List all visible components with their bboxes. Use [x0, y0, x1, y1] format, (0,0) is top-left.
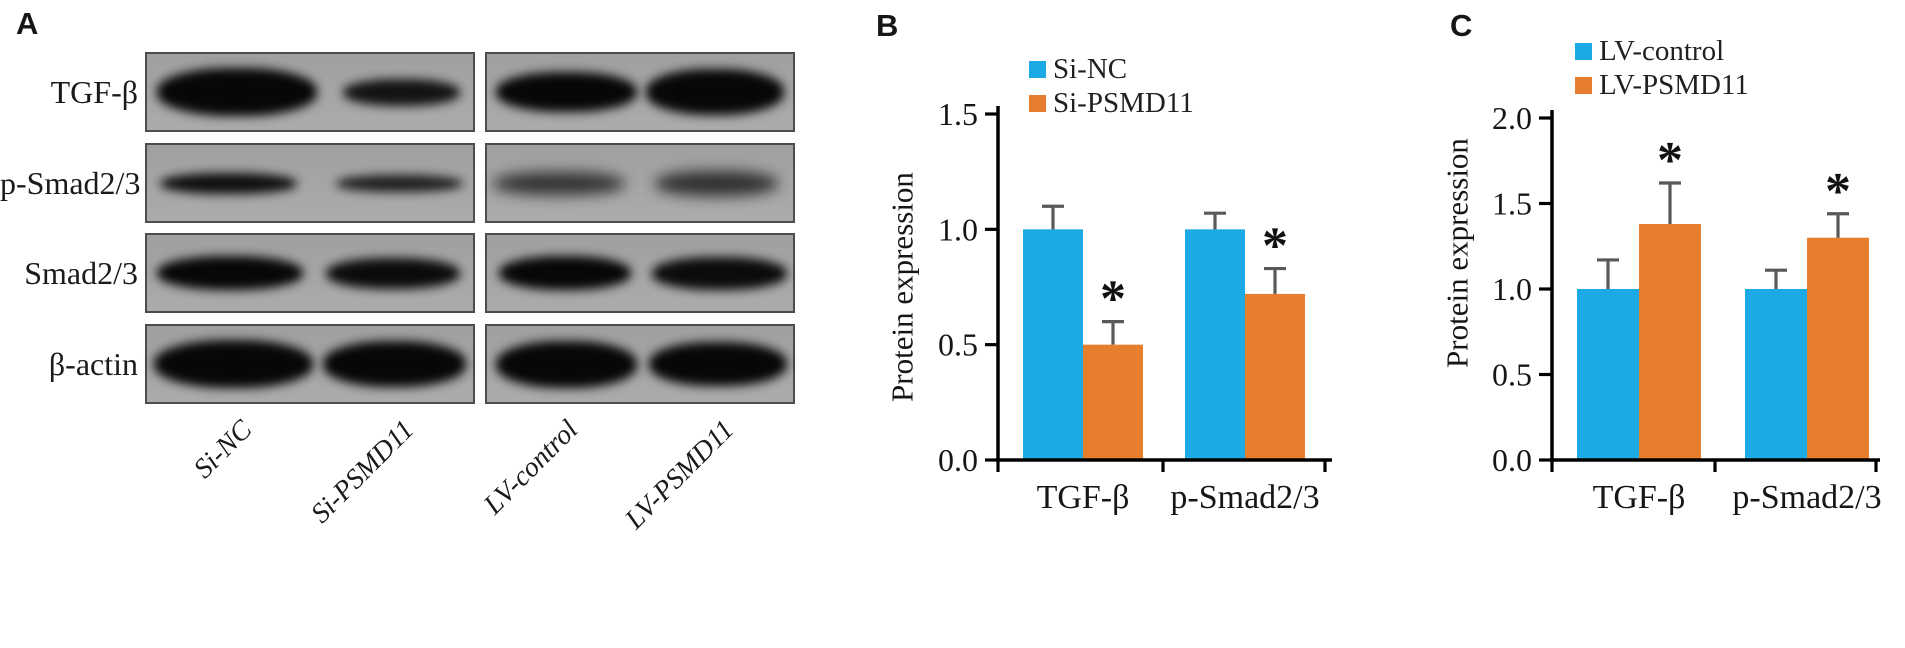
y-axis-title-c: Protein expression — [1439, 138, 1475, 368]
bar-Si-NC-p-Smad2/3 — [1185, 229, 1245, 460]
error-bar-LV-PSMD11-p-Smad2/3 — [1827, 212, 1849, 238]
legend-label-lv-control: LV-control — [1599, 35, 1725, 67]
y-tick-label: 1.5 — [1492, 186, 1532, 222]
panel-a-label: A — [16, 6, 39, 41]
blot-band — [646, 69, 784, 115]
blot-box — [145, 324, 475, 404]
significance-asterisk: * — [1825, 163, 1851, 220]
blot-band — [336, 174, 464, 192]
legend-label-si-psmd11: Si-PSMD11 — [1053, 87, 1194, 119]
blot-box — [145, 233, 475, 313]
western-blot-panel: TGF-β p-Smad2/3 Smad2/3 β-actin Si-NC Si-PSMD… — [0, 0, 850, 556]
bar-LV-control-TGF-β — [1577, 289, 1639, 460]
y-axis-title-b: Protein expression — [884, 172, 920, 402]
blot-band — [342, 78, 460, 106]
blot-band — [655, 170, 778, 196]
legend-item: Si-PSMD11 — [1029, 88, 1194, 119]
blot-box — [485, 324, 795, 404]
bar-Si-PSMD11-p-Smad2/3 — [1245, 293, 1305, 460]
error-bar-Si-NC-TGF-β — [1042, 204, 1064, 230]
blot-band — [496, 340, 637, 388]
legend-panel-b: Si-NC Si-PSMD11 — [1029, 54, 1194, 119]
error-bar-LV-control-TGF-β — [1597, 258, 1619, 289]
blot-box — [485, 233, 795, 313]
y-tick-label: 1.5 — [938, 96, 978, 132]
legend-item: LV-control — [1575, 36, 1749, 67]
y-tick-label: 1.0 — [1492, 271, 1532, 307]
blot-row-label: Smad2/3 — [24, 255, 138, 291]
error-bar-LV-PSMD11-TGF-β — [1659, 181, 1681, 225]
blot-row-label: β-actin — [48, 346, 138, 382]
blot-band — [326, 257, 460, 289]
y-tick-label: 2.0 — [1492, 100, 1532, 136]
legend-item: LV-PSMD11 — [1575, 70, 1749, 101]
legend-swatch-si-nc — [1029, 61, 1046, 78]
blot-band — [323, 341, 467, 387]
blot-band — [153, 340, 314, 388]
category-label: TGF-β — [1593, 479, 1686, 516]
blot-band — [156, 256, 304, 290]
blot-row-label: p-Smad2/3 — [0, 165, 141, 201]
blot-band — [156, 68, 317, 116]
blot-box — [485, 143, 795, 223]
significance-asterisk: * — [1262, 218, 1288, 275]
panel-b-label: B — [876, 8, 899, 43]
significance-asterisk: * — [1100, 271, 1126, 328]
category-label: TGF-β — [1037, 479, 1130, 516]
legend-item: Si-NC — [1029, 54, 1194, 85]
category-label: p-Smad2/3 — [1170, 479, 1319, 516]
y-tick-label: 0.5 — [1492, 357, 1532, 393]
blot-band — [496, 72, 637, 112]
bar-LV-PSMD11-TGF-β — [1639, 224, 1701, 460]
blot-band — [649, 342, 787, 386]
blot-band — [499, 256, 631, 290]
y-tick-label: 0.0 — [938, 442, 978, 478]
error-bar-Si-PSMD11-TGF-β — [1102, 320, 1124, 345]
category-label: p-Smad2/3 — [1732, 479, 1881, 516]
significance-asterisk: * — [1657, 132, 1683, 189]
legend-label-si-nc: Si-NC — [1053, 53, 1128, 85]
error-bar-Si-PSMD11-p-Smad2/3 — [1264, 266, 1286, 294]
blot-box — [145, 143, 475, 223]
bar-charts-layer: * TGF-β * p-Smad2/3 0.0 0.5 1.0 1.5 * TGF-β * p-Sma… — [938, 96, 1882, 516]
blot-box — [485, 52, 795, 132]
legend-panel-c: LV-control LV-PSMD11 — [1575, 36, 1749, 101]
blot-row-label: TGF-β — [50, 74, 138, 110]
blot-box — [145, 52, 475, 132]
legend-swatch-lv-control — [1575, 43, 1592, 60]
legend-swatch-lv-psmd11 — [1575, 77, 1592, 94]
error-bar-Si-NC-p-Smad2/3 — [1204, 211, 1226, 230]
bar-LV-PSMD11-p-Smad2/3 — [1807, 237, 1869, 460]
figure-canvas: { "figure_labels": { "a": "A", "b": "B",… — [0, 0, 1882, 556]
bar-LV-control-p-Smad2/3 — [1745, 289, 1807, 460]
legend-swatch-si-psmd11 — [1029, 95, 1046, 112]
y-tick-label: 0.5 — [938, 327, 978, 363]
legend-label-lv-psmd11: LV-PSMD11 — [1599, 69, 1749, 101]
bar-Si-PSMD11-TGF-β — [1083, 344, 1143, 460]
error-bar-LV-control-p-Smad2/3 — [1765, 268, 1787, 289]
y-tick-label: 0.0 — [1492, 442, 1532, 478]
blot-band — [160, 172, 297, 194]
blot-band — [493, 171, 625, 195]
panel-c-label: C — [1450, 8, 1473, 43]
blot-band — [652, 256, 787, 290]
bar-Si-NC-TGF-β — [1023, 229, 1083, 460]
y-tick-label: 1.0 — [938, 211, 978, 247]
